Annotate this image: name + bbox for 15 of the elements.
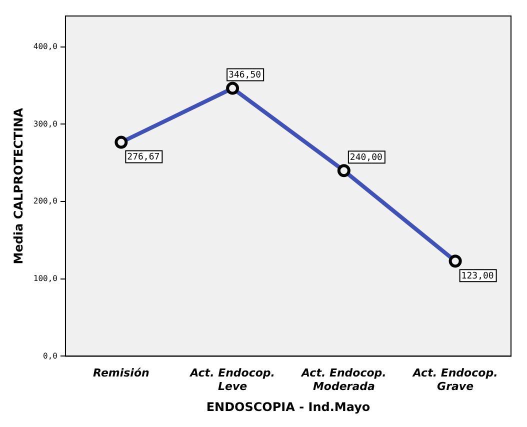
- data-label: 123,00: [461, 271, 494, 282]
- x-axis-title: ENDOSCOPIA - Ind.Mayo: [206, 400, 370, 414]
- y-tick-label: 100,0: [33, 274, 58, 283]
- x-tick-label: Remisión: [93, 366, 150, 380]
- y-tick-label: 400,0: [33, 42, 58, 52]
- data-label: 346,50: [228, 70, 262, 81]
- x-tick-label: Act. Endocop. Moderada: [300, 366, 386, 393]
- x-tick-label: Act. Endocop. Leve: [189, 366, 275, 393]
- y-tick-label: 200,0: [33, 196, 58, 206]
- y-tick-label: 300,0: [33, 119, 58, 128]
- x-tick-label: Act. Endocop. Grave: [412, 366, 498, 393]
- y-tick-label: 0,0: [43, 351, 58, 360]
- data-label: 276,67: [127, 152, 160, 163]
- y-axis-title: Media CALPROTECTINA: [11, 107, 26, 264]
- data-label: 240,00: [350, 152, 382, 163]
